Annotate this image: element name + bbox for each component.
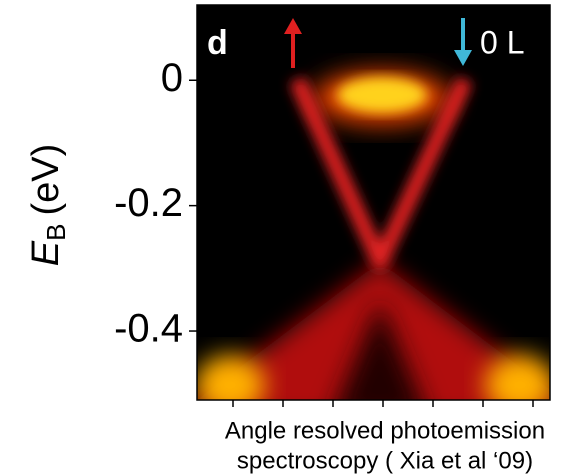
- panel-label: d: [207, 24, 228, 62]
- y-tick-label: -0.2: [114, 181, 183, 225]
- caption-line: Angle resolved photoemission: [225, 417, 545, 444]
- y-tick-label: -0.4: [114, 307, 183, 351]
- y-label-unit: (eV): [25, 144, 67, 216]
- annotation: 0 L: [480, 24, 524, 60]
- y-label-symbol: E: [25, 240, 67, 266]
- y-label-subscript: B: [41, 224, 71, 241]
- y-tick-label: 0: [161, 56, 183, 100]
- arpes-map: [197, 5, 550, 400]
- y-axis-label: EB (eV): [25, 144, 71, 267]
- red-arrow-head: [284, 18, 302, 34]
- caption-line: spectroscopy ( Xia et al ‘09): [237, 447, 533, 474]
- cyan-arrow-head: [454, 50, 472, 66]
- x-axis-ticks: [232, 400, 534, 407]
